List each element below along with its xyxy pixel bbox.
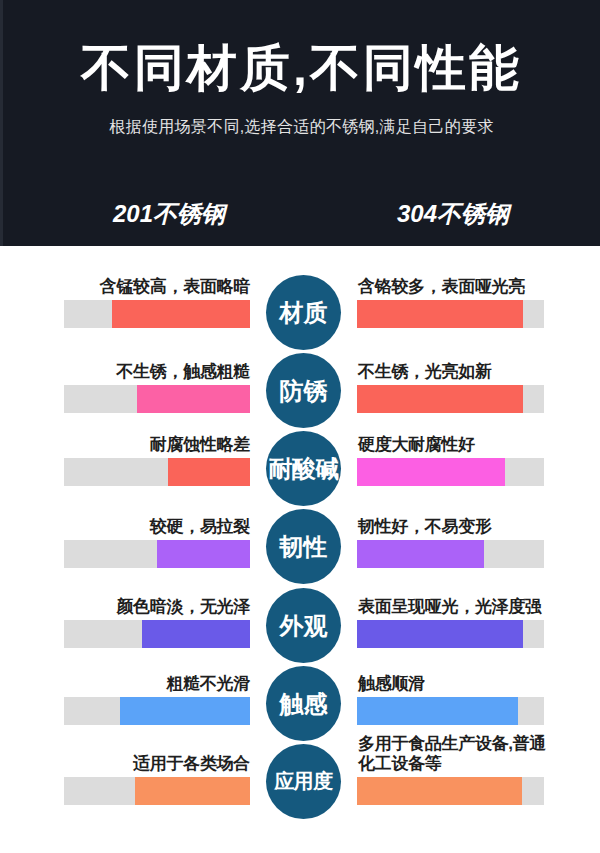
left-bar-fill	[135, 777, 250, 805]
left-bar	[64, 458, 250, 486]
right-bar-fill	[357, 385, 523, 413]
right-label: 硬度大耐腐性好	[358, 435, 475, 455]
left-bar-fill	[137, 385, 250, 413]
left-label: 不生锈，触感粗糙	[116, 362, 250, 382]
right-bar	[357, 458, 544, 486]
category-badge: 应用度	[266, 744, 341, 819]
left-label: 含锰较高，表面略暗	[100, 277, 250, 297]
right-bar	[357, 300, 544, 328]
left-bar	[64, 540, 250, 568]
left-bar	[64, 620, 250, 648]
left-label: 较硬，易拉裂	[150, 517, 250, 537]
left-bar-fill	[142, 620, 250, 648]
left-label: 粗糙不光滑	[166, 674, 250, 694]
right-bar	[357, 697, 544, 725]
right-label: 不生锈，光亮如新	[358, 362, 492, 382]
right-label: 多用于食品生产设备,普通 化工设备等	[358, 734, 546, 774]
left-bar	[64, 300, 250, 328]
category-badge: 触感	[266, 666, 341, 741]
left-bar-fill	[112, 300, 250, 328]
left-label: 耐腐蚀性略差	[150, 435, 250, 455]
right-label: 含铬较多，表面哑光亮	[358, 277, 525, 297]
category-badge: 防锈	[266, 353, 341, 428]
right-bar-fill	[357, 620, 523, 648]
left-bar-fill	[168, 458, 250, 486]
category-badge: 材质	[266, 275, 341, 350]
right-bar-fill	[357, 300, 523, 328]
category-badge: 韧性	[266, 509, 341, 584]
right-bar	[357, 620, 544, 648]
right-bar-fill	[357, 697, 518, 725]
right-bar-fill	[357, 777, 522, 805]
right-bar	[357, 540, 544, 568]
left-bar-fill	[120, 697, 250, 725]
right-label: 表面呈现哑光，光泽度强	[358, 597, 542, 617]
right-bar-fill	[357, 458, 505, 486]
left-label: 适用于各类场合	[133, 754, 250, 774]
right-label: 韧性好，不易变形	[358, 517, 492, 537]
right-label: 触感顺滑	[358, 674, 425, 694]
left-bar	[64, 697, 250, 725]
left-label: 颜色暗淡，无光泽	[116, 597, 250, 617]
right-bar	[357, 385, 544, 413]
right-bar-fill	[357, 540, 484, 568]
right-bar	[357, 777, 544, 805]
category-badge: 耐酸碱	[266, 431, 341, 506]
comparison-rows: 含锰较高，表面略暗 材质 含铬较多，表面哑光亮 不生锈，触感粗糙 防锈 不生锈，…	[0, 0, 600, 853]
category-badge: 外观	[266, 588, 341, 663]
left-bar-fill	[157, 540, 250, 568]
left-bar	[64, 777, 250, 805]
page: 不同材质,不同性能 根据使用场景不同,选择合适的不锈钢,满足自己的要求 201不…	[0, 0, 600, 853]
left-bar	[64, 385, 250, 413]
